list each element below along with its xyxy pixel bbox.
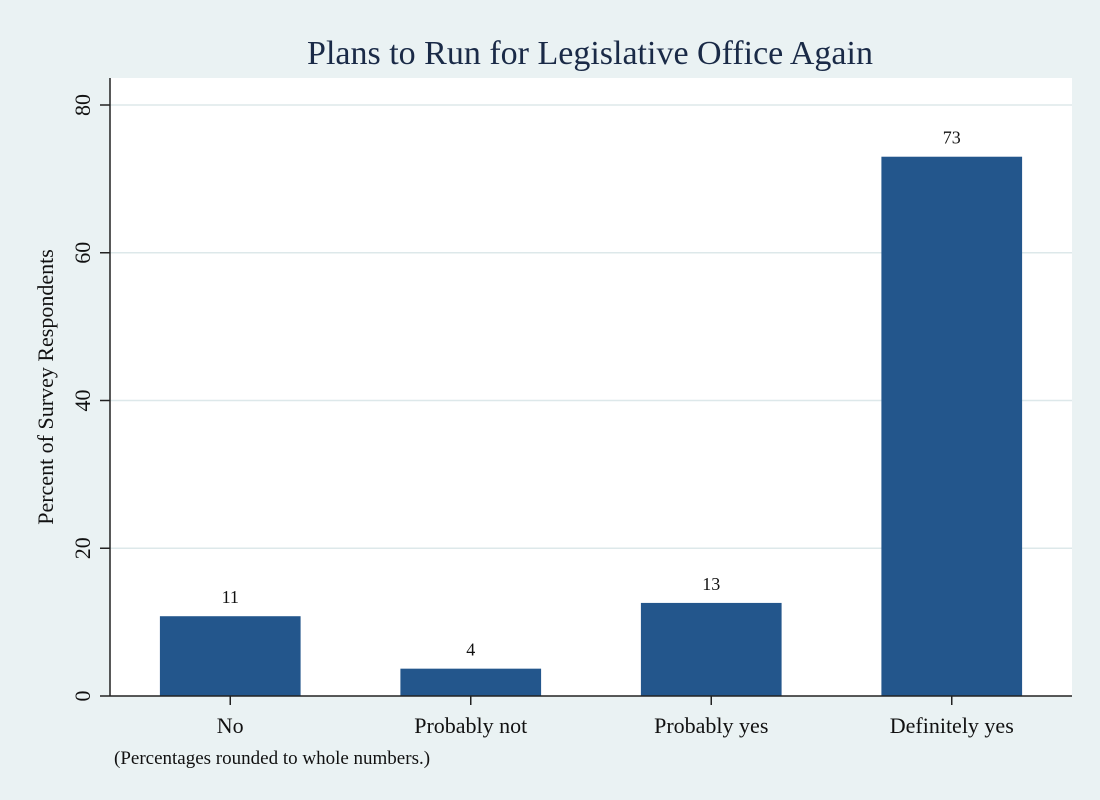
y-tick-label-80: 80: [70, 94, 95, 116]
bars: [159, 156, 1023, 696]
data-label-probably-not: 4: [466, 640, 475, 660]
bar-probably-not: [400, 668, 542, 696]
bar-probably-yes: [640, 602, 782, 696]
x-tick-label-no: No: [217, 713, 244, 738]
y-tick-label-20: 20: [70, 537, 95, 559]
y-tick-label-0: 0: [70, 691, 95, 702]
data-label-probably-yes: 13: [702, 574, 720, 594]
y-tick-label-40: 40: [70, 390, 95, 412]
data-labels: 11 4 13 73: [222, 128, 961, 660]
x-axis-ticks: No Probably not Probably yes Definitely yes: [217, 696, 1014, 738]
chart-note: (Percentages rounded to whole numbers.): [114, 748, 430, 769]
x-tick-label-definitely-yes: Definitely yes: [890, 713, 1014, 738]
data-label-definitely-yes: 73: [943, 128, 961, 148]
bar-no: [159, 616, 301, 696]
y-tick-label-60: 60: [70, 242, 95, 264]
y-axis-ticks: 0 20 40 60 80: [70, 94, 110, 702]
data-label-no: 11: [222, 587, 239, 607]
chart-title: Plans to Run for Legislative Office Agai…: [307, 35, 873, 72]
x-tick-label-probably-not: Probably not: [414, 713, 527, 738]
x-tick-label-probably-yes: Probably yes: [654, 713, 768, 738]
y-axis-title: Percent of Survey Respondents: [33, 249, 58, 525]
bar-definitely-yes: [881, 156, 1023, 696]
